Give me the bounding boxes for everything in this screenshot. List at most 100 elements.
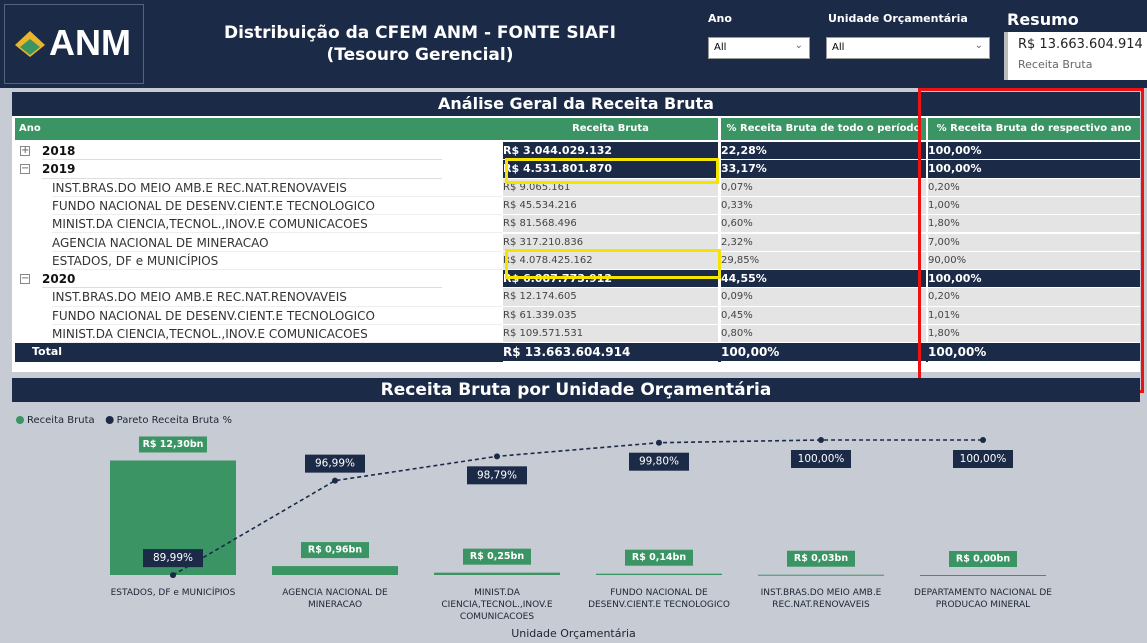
pareto-label-box: [629, 452, 689, 471]
child-value: R$ 61.339.035: [503, 306, 718, 325]
row-label: AGENCIA NACIONAL DE MINERACAO: [52, 234, 502, 252]
bar-label: R$ 0,25bn: [470, 551, 524, 562]
bar-label-box: [949, 551, 1017, 567]
row-label: FUNDO NACIONAL DE DESENV.CIENT.E TECNOLO…: [52, 197, 502, 216]
x-tick-label: INST.BRAS.DO MEIO AMB.E REC.NAT.RENOVAVE…: [760, 588, 882, 610]
child-value: 0,20%: [928, 288, 1140, 307]
child-value: 29,85%: [721, 251, 926, 271]
filter-dropdown[interactable]: All ⌄: [826, 37, 990, 59]
column-header: % Receita Bruta de todo o período: [721, 118, 926, 140]
child-value: R$ 4.078.425.162: [503, 251, 718, 271]
bar-label: R$ 0,00bn: [956, 554, 1010, 565]
total-value: R$ 13.663.604.914: [503, 343, 718, 362]
child-value: 0,07%: [721, 178, 926, 197]
bar-label: R$ 0,14bn: [632, 552, 686, 563]
x-axis-title: Unidade Orçamentária: [511, 627, 636, 640]
bar-label-box: [463, 548, 531, 565]
year-value: 33,17%: [721, 160, 926, 179]
child-value: 7,00%: [928, 233, 1140, 252]
chart: Receita Bruta Pareto Receita Bruta % R$ 12…: [16, 415, 1046, 579]
pareto-point: [332, 477, 338, 484]
pareto-label: 100,00%: [960, 453, 1007, 465]
bar-label: R$ 0,96bn: [308, 545, 362, 556]
total-value: 100,00%: [721, 343, 926, 362]
child-value: 1,80%: [928, 325, 1140, 344]
pareto-label: 100,00%: [798, 453, 845, 465]
chart-title: Receita Bruta por Unidade Orçamentária: [12, 378, 1140, 402]
column-header: Ano: [15, 118, 503, 140]
child-value: 0,45%: [721, 306, 926, 325]
child-value: 0,60%: [721, 215, 926, 234]
bar: [758, 574, 884, 576]
child-value: 1,80%: [928, 215, 1140, 234]
filter-label: Unidade Orçamentária: [828, 12, 968, 25]
pareto-label: 89,99%: [153, 552, 193, 564]
legend-label: Receita Bruta: [27, 415, 95, 426]
row-label: INST.BRAS.DO MEIO AMB.E REC.NAT.RENOVAVE…: [52, 288, 502, 307]
x-tick-label: AGENCIA NACIONAL DE MINERACAO: [282, 588, 388, 610]
pareto-label-box: [305, 454, 365, 473]
row-label: MINIST.DA CIENCIA,TECNOL.,INOV.E COMUNIC…: [52, 325, 502, 344]
row-label: ESTADOS, DF e MUNICÍPIOS: [52, 252, 502, 271]
expand-icon[interactable]: −: [20, 274, 30, 285]
expand-icon[interactable]: +: [20, 146, 30, 156]
logo-text: ANM: [49, 22, 131, 63]
bar: [434, 572, 560, 575]
year-value: 100,00%: [928, 142, 1140, 161]
pareto-point: [818, 437, 824, 443]
child-value: 2,32%: [721, 233, 926, 252]
legend-marker: [16, 416, 24, 424]
highlight-box: [505, 158, 719, 184]
bar-label-box: [301, 542, 369, 559]
year-label: 2019: [42, 160, 442, 179]
pareto-label-box: [791, 450, 851, 468]
pareto-point: [170, 572, 176, 579]
x-tick-label: MINIST.DA CIENCIA,TECNOL.,INOV.E COMUNIC…: [441, 588, 553, 622]
pareto-label-box: [143, 549, 203, 568]
bar-label-box: [787, 550, 855, 567]
pareto-label: 98,79%: [477, 469, 517, 481]
child-value: 0,09%: [721, 288, 926, 307]
bar-label-box: [625, 549, 693, 566]
summary-value: R$ 13.663.604.914: [1018, 37, 1143, 52]
pareto-point: [656, 439, 662, 446]
year-value: 44,55%: [721, 270, 926, 289]
bar: [920, 575, 1046, 576]
bar-label: R$ 0,03bn: [794, 553, 848, 564]
highlight-box: [918, 88, 1144, 393]
table-panel: Análise Geral da Receita Bruta Ano Receit…: [12, 92, 1140, 372]
year-label: 2018: [42, 142, 442, 161]
year-value: 100,00%: [928, 160, 1140, 179]
expand-icon[interactable]: −: [20, 164, 30, 175]
report-title: Distribuição da CFEM ANM - FONTE SIAFI (…: [223, 23, 616, 65]
row-label: INST.BRAS.DO MEIO AMB.E REC.NAT.RENOVAVE…: [52, 179, 502, 197]
pareto-line: [172, 439, 983, 576]
year-value: 100,00%: [928, 270, 1140, 289]
year-value: R$ 4.531.801.870: [503, 160, 718, 179]
filter-value: All: [714, 42, 727, 53]
column-header: Receita Bruta: [503, 118, 718, 140]
pareto-point: [980, 437, 986, 443]
x-tick-label: ESTADOS, DF e MUNICÍPIOS: [110, 588, 236, 598]
pareto-label-box: [953, 450, 1013, 468]
child-value: R$ 81.568.496: [503, 215, 718, 234]
child-value: 1,01%: [928, 306, 1140, 325]
x-tick-label: FUNDO NACIONAL DE DESENV.CIENT.E TECNOLO…: [588, 588, 730, 610]
summary-label: Receita Bruta: [1018, 58, 1093, 71]
highlight-box: [505, 249, 721, 279]
bar-label: R$ 12,30bn: [143, 439, 204, 450]
logo-icon: [15, 31, 45, 57]
legend-marker: [105, 416, 114, 424]
bar-label-box: [139, 436, 207, 453]
pareto-label: 96,99%: [315, 458, 355, 470]
summary-card: R$ 13.663.604.914 Receita Bruta: [1004, 32, 1147, 80]
pareto-label: 99,80%: [639, 456, 679, 468]
filter-dropdown[interactable]: All ⌄: [708, 37, 810, 59]
pareto-point: [494, 453, 500, 460]
column-header: % Receita Bruta do respectivo ano: [928, 118, 1140, 140]
child-value: R$ 45.534.216: [503, 196, 718, 216]
year-label: 2020: [42, 270, 442, 289]
bar: [272, 566, 398, 575]
child-value: 0,33%: [721, 196, 926, 216]
